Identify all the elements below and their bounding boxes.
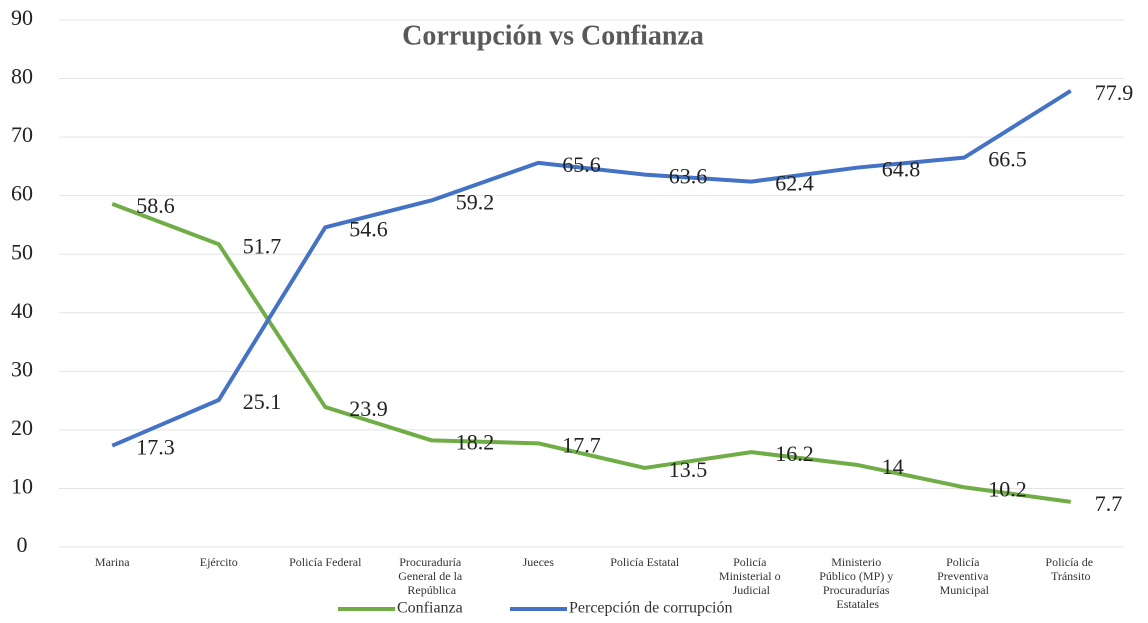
- series-line: [111, 201, 1072, 504]
- data-label: 62.4: [775, 171, 814, 196]
- data-label: 13.5: [669, 457, 708, 482]
- y-tick-label: 70: [11, 122, 33, 147]
- x-tick-label: Ejército: [200, 555, 238, 569]
- x-tick-label: Policía Federal: [289, 555, 362, 569]
- data-label: 10.2: [988, 476, 1027, 501]
- x-tick-label: Marina: [95, 555, 130, 569]
- y-tick-label: 60: [11, 181, 33, 206]
- data-label: 51.7: [243, 233, 282, 258]
- data-label: 16.2: [775, 441, 814, 466]
- data-label: 64.8: [882, 157, 921, 182]
- data-label: 23.9: [349, 396, 388, 421]
- y-tick-label: 50: [11, 239, 33, 264]
- y-tick-label: 20: [11, 415, 33, 440]
- y-tick-label: 30: [11, 356, 33, 381]
- x-tick-label: Policía de Tránsito: [1045, 555, 1096, 583]
- x-tick-label: Procuraduría General de la República: [398, 555, 465, 597]
- x-tick-label: Ministerio Público (MP) y Procuradurías …: [819, 555, 896, 611]
- data-label: 58.6: [136, 193, 175, 218]
- legend-label: Confianza: [397, 600, 463, 617]
- series-line: [111, 89, 1072, 448]
- data-label: 59.2: [456, 189, 495, 214]
- data-label: 25.1: [243, 389, 282, 414]
- x-tick-label: Policía Preventiva Municipal: [937, 555, 991, 597]
- data-label: 77.9: [1095, 80, 1134, 105]
- y-tick-label: 10: [11, 473, 33, 498]
- data-label: 17.7: [562, 432, 601, 457]
- data-label: 54.6: [349, 216, 388, 241]
- data-label: 14: [882, 454, 904, 479]
- data-label: 7.7: [1095, 491, 1123, 516]
- legend-label: Percepción de corrupción: [569, 600, 732, 617]
- y-tick-label: 90: [11, 5, 33, 30]
- x-tick-label: Jueces: [523, 555, 555, 569]
- data-label: 65.6: [562, 152, 601, 177]
- x-tick-label: Policía Ministerial o Judicial: [719, 555, 784, 597]
- y-tick-label: 40: [11, 298, 33, 323]
- y-tick-label: 80: [11, 64, 33, 89]
- chart-title: Corrupción vs Confianza: [402, 20, 704, 51]
- y-tick-label: 0: [17, 532, 28, 557]
- data-label: 66.5: [988, 147, 1027, 172]
- data-label: 63.6: [669, 164, 708, 189]
- data-label: 18.2: [456, 429, 495, 454]
- data-label: 17.3: [136, 435, 175, 460]
- x-tick-label: Policía Estatal: [610, 555, 680, 569]
